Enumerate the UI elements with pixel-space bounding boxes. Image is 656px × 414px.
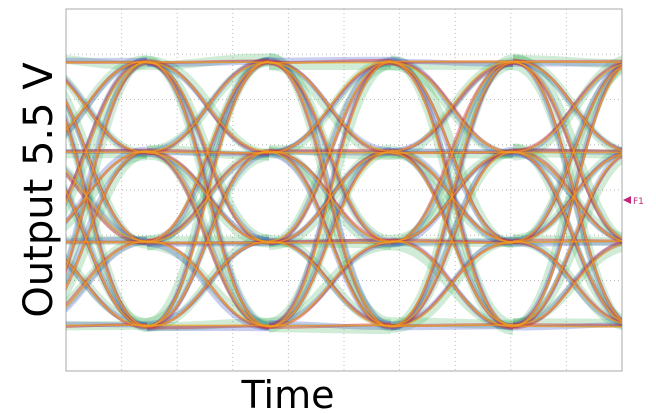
eye-trace xyxy=(635,243,656,325)
eye-trace xyxy=(635,62,656,325)
eye-trace xyxy=(635,61,656,62)
eye-trace xyxy=(635,152,656,326)
eye-trace xyxy=(635,243,656,244)
eye-trace xyxy=(635,155,656,328)
eye-trace xyxy=(513,326,635,327)
eye-trace xyxy=(635,242,656,243)
eye-trace xyxy=(635,245,656,329)
eye-trace xyxy=(635,58,656,151)
eye-diagram-screenshot: Output 5.5 V Time F1 xyxy=(0,0,656,414)
eye-trace xyxy=(635,60,656,321)
eye-trace xyxy=(635,62,656,242)
eye-trace xyxy=(635,152,656,326)
marker-label: F1 xyxy=(633,197,644,207)
eye-trace xyxy=(635,63,656,242)
eye-trace xyxy=(635,62,656,243)
eye-trace xyxy=(635,62,656,324)
eye-trace xyxy=(635,326,656,327)
eye-trace xyxy=(635,60,656,152)
eye-trace xyxy=(635,62,656,154)
eye-trace xyxy=(635,58,656,59)
eye-trace xyxy=(635,62,656,326)
eye-trace xyxy=(635,62,656,242)
eye-trace xyxy=(635,245,656,325)
eye-trace xyxy=(635,152,656,153)
eye-trace xyxy=(635,64,656,327)
eye-trace xyxy=(635,152,656,326)
eye-trace xyxy=(635,63,656,152)
eye-trace xyxy=(635,60,656,61)
eye-trace xyxy=(635,63,656,152)
eye-trace xyxy=(635,151,656,328)
eye-trace xyxy=(635,152,656,154)
y-axis-label: Output 5.5 V xyxy=(16,62,62,318)
eye-trace xyxy=(635,62,656,326)
eye-trace xyxy=(635,62,656,153)
eye-trace xyxy=(635,245,656,324)
eye-trace xyxy=(513,62,635,63)
eye-trace xyxy=(635,62,656,151)
x-axis-label: Time xyxy=(241,373,335,414)
eye-trace xyxy=(635,325,656,326)
eye-trace xyxy=(635,61,656,240)
eye-trace xyxy=(635,242,656,325)
eye-trace xyxy=(635,245,656,327)
eye-trace xyxy=(635,241,656,325)
eye-trace xyxy=(513,325,635,326)
eye-trace xyxy=(635,154,656,155)
eye-trace xyxy=(635,64,656,244)
eye-trace xyxy=(635,328,656,330)
eye-trace xyxy=(635,66,656,238)
eye-trace xyxy=(391,325,513,326)
eye-trace xyxy=(635,63,656,154)
eye-trace xyxy=(635,324,656,326)
eye-trace xyxy=(635,242,656,325)
marker-arrow xyxy=(623,196,631,204)
eye-trace xyxy=(635,62,656,327)
eye-trace xyxy=(635,64,656,327)
eye-trace xyxy=(635,153,656,327)
eye-trace xyxy=(635,153,656,327)
eye-trace xyxy=(635,62,656,243)
eye-trace xyxy=(635,151,656,331)
